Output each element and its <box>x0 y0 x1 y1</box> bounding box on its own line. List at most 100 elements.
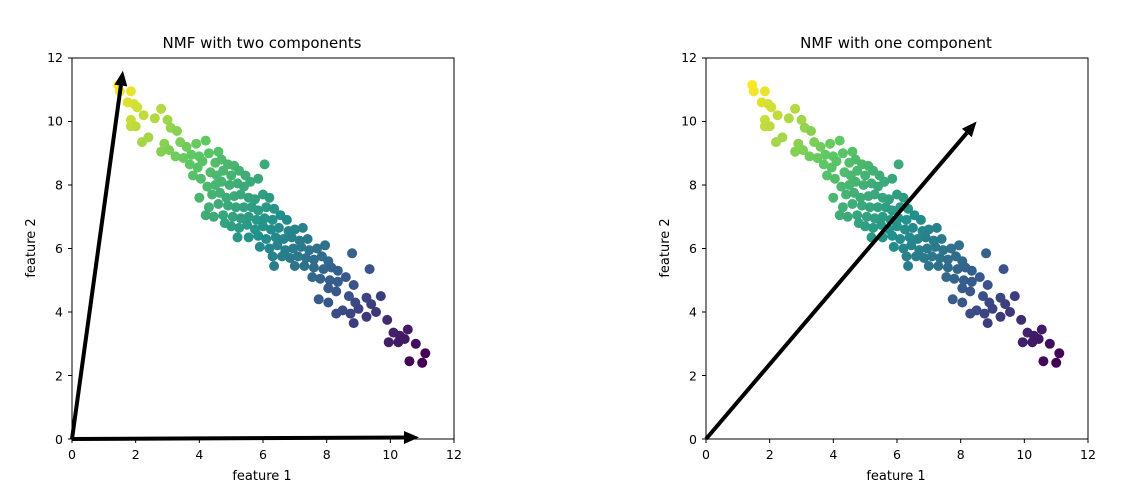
scatter-point <box>837 148 848 159</box>
scatter-point <box>200 135 211 146</box>
scatter-point <box>267 214 278 225</box>
x-tick-label: 6 <box>259 447 267 462</box>
scatter-point <box>213 146 224 157</box>
y-ticks: 0 2 4 6 8 10 12 <box>47 50 63 447</box>
scatter-point <box>982 318 993 329</box>
x-tick-label: 12 <box>446 447 462 462</box>
scatter-point <box>884 194 894 205</box>
scatter-point <box>841 189 852 200</box>
scatter-point <box>806 126 816 136</box>
scatter-point <box>923 224 934 235</box>
scatter-point <box>245 176 256 187</box>
scatter-point <box>887 205 898 216</box>
scatter-point <box>828 192 839 203</box>
scatter-point <box>393 337 404 348</box>
scatter-point <box>420 348 431 359</box>
scatter-point <box>125 86 136 97</box>
scatter-point <box>320 240 331 251</box>
scatter-point <box>825 138 836 149</box>
scatter-point <box>847 199 858 209</box>
scatter-point <box>900 224 910 235</box>
scatter-point <box>156 103 167 114</box>
scatter-point <box>371 307 381 317</box>
scatter-point <box>203 148 214 159</box>
scatter-point <box>804 151 815 162</box>
scatter-point <box>911 251 922 262</box>
scatter-point <box>410 338 421 349</box>
scatter-point <box>798 145 809 156</box>
scatter-point <box>965 286 976 297</box>
scatter-point <box>277 251 288 262</box>
y-tick-label: 6 <box>689 241 697 256</box>
y-tick-label: 10 <box>47 114 63 129</box>
scatter-point <box>966 276 977 287</box>
scatter-point <box>307 272 318 283</box>
y-tick-label: 2 <box>55 368 63 383</box>
scatter-point <box>947 294 958 305</box>
scatter-point <box>286 232 297 243</box>
scatter-point <box>912 234 923 244</box>
y-tick-label: 12 <box>681 50 697 65</box>
x-tick-label: 2 <box>766 447 774 462</box>
scatter-point <box>857 200 867 211</box>
scatter-point <box>946 243 957 254</box>
scatter-point <box>906 240 917 251</box>
scatter-point <box>318 264 329 275</box>
scatter-point <box>195 173 206 184</box>
scatter-point <box>308 254 319 265</box>
scatter-point <box>847 146 858 157</box>
scatter-point <box>162 114 173 125</box>
scatter-point <box>759 86 770 97</box>
scatter-point <box>1027 337 1038 348</box>
scatter-point <box>936 234 947 244</box>
scatter-point <box>170 151 181 162</box>
scatter-point <box>915 214 926 225</box>
scatter-point <box>226 221 237 232</box>
scatter-point <box>340 272 351 283</box>
scatter-point <box>834 210 845 221</box>
scatter-point <box>304 245 315 256</box>
y-tick-label: 2 <box>689 368 697 383</box>
x-tick-label: 4 <box>195 447 203 462</box>
scatter-point <box>898 243 909 254</box>
scatter-point <box>242 219 253 230</box>
scatter-point <box>223 200 233 211</box>
scatter-point <box>347 248 358 259</box>
scatter-point <box>315 273 326 284</box>
scatter-point <box>1000 299 1011 310</box>
y-tick-label: 4 <box>689 305 697 320</box>
scatter-point <box>957 283 968 294</box>
component-arrow-shaft <box>71 435 404 441</box>
y-tick-label: 10 <box>681 114 697 129</box>
scatter-point <box>887 173 898 184</box>
scatter-point <box>772 110 783 121</box>
scatter-point <box>202 181 213 192</box>
scatter-point <box>888 241 899 252</box>
scatter-point <box>850 176 861 187</box>
scatter-point <box>269 203 280 214</box>
subplot-one-component: NMF with one component feature 1 feature… <box>658 34 1096 484</box>
scatter-point <box>1005 307 1015 317</box>
scatter-point <box>1009 291 1020 302</box>
x-ticks: 0 2 4 6 8 10 12 <box>68 447 462 462</box>
scatter-points <box>747 80 1065 368</box>
scatter-point <box>313 294 324 305</box>
scatter-point <box>296 241 307 252</box>
scatter-point <box>941 272 952 283</box>
scatter-point <box>783 113 794 124</box>
scatter-point <box>836 181 847 192</box>
scatter-point <box>818 159 829 170</box>
scatter-point <box>965 308 976 319</box>
scatter-point <box>261 202 272 213</box>
scatter-point <box>288 243 299 254</box>
scatter-point <box>138 110 149 121</box>
scatter-point <box>254 241 265 252</box>
scatter-point <box>893 159 904 170</box>
scatter-point <box>264 192 275 203</box>
subplot-two-components: NMF with two components feature 1 featur… <box>24 34 462 484</box>
scatter-point <box>243 232 254 243</box>
scatter-point <box>790 146 801 157</box>
scatter-point <box>815 141 826 152</box>
scatter-point <box>927 251 937 262</box>
scatter-point <box>266 224 276 235</box>
